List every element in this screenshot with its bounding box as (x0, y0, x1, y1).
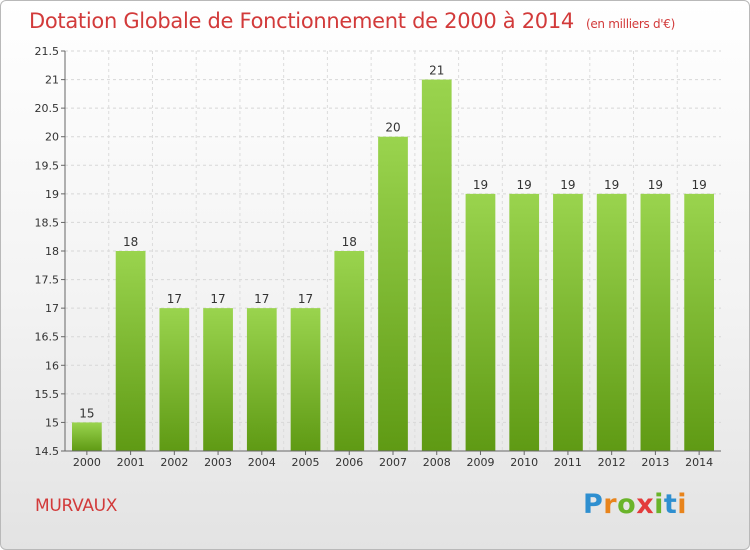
proxiti-logo[interactable]: Proxiti (583, 489, 687, 520)
bar-2007 (378, 136, 408, 451)
bar-2011 (553, 193, 583, 451)
x-tick-label: 2013 (641, 456, 669, 469)
bars (71, 79, 715, 452)
x-tick-label: 2012 (598, 456, 626, 469)
logo-letter: P (583, 489, 604, 520)
logo-letter: i (677, 489, 688, 520)
x-tick-label: 2006 (335, 456, 363, 469)
y-tick-label: 19 (45, 188, 59, 201)
bar-2010 (509, 193, 540, 451)
logo-letter: i (654, 489, 664, 520)
y-tick-label: 15.5 (35, 388, 60, 401)
bar-2006 (334, 251, 365, 451)
x-tick-label: 2011 (554, 456, 582, 469)
data-label: 20 (385, 121, 400, 135)
bar-2000 (71, 422, 102, 451)
bar-2012 (596, 193, 627, 451)
y-tick-label: 21 (45, 74, 59, 87)
bar-2013 (640, 193, 671, 451)
x-tick-label: 2005 (292, 456, 320, 469)
logo-letter: x (636, 489, 655, 520)
logo-letter: r (603, 489, 618, 520)
data-label: 21 (429, 64, 444, 78)
x-tick-label: 2007 (379, 456, 407, 469)
bar-2003 (203, 308, 233, 451)
bar-2004 (246, 308, 277, 451)
bar-2002 (159, 308, 190, 451)
data-label: 19 (517, 178, 532, 192)
x-tick-label: 2008 (423, 456, 451, 469)
data-label: 17 (210, 292, 225, 306)
logo-letter: o (617, 489, 637, 520)
y-tick-label: 20.5 (35, 102, 60, 115)
place-name: MURVAUX (35, 496, 118, 516)
data-label: 18 (342, 235, 357, 249)
labels: 14.5 15 15.5 16 16.5 17 17.5 18 18.5 19 19.5 20 20.5… (35, 45, 714, 469)
chart-subtitle: (en milliers d'€) (585, 17, 675, 31)
chart-title: Dotation Globale de Fonctionnement de 20… (29, 9, 675, 33)
y-tick-label: 17 (45, 302, 59, 315)
bar-2001 (115, 251, 146, 451)
x-tick-label: 2009 (466, 456, 494, 469)
y-tick-label: 18 (45, 245, 59, 258)
bar-2014 (684, 193, 715, 451)
y-tick-label: 16 (45, 359, 59, 372)
data-label: 17 (298, 292, 313, 306)
x-tick-label: 2002 (160, 456, 188, 469)
data-label: 15 (79, 406, 94, 420)
data-label: 19 (560, 178, 575, 192)
x-tick-label: 2014 (685, 456, 713, 469)
x-tick-label: 2003 (204, 456, 232, 469)
y-tick-label: 17.5 (35, 274, 60, 287)
chart-title-text: Dotation Globale de Fonctionnement de 20… (29, 9, 574, 33)
x-tick-label: 2010 (510, 456, 538, 469)
data-label: 17 (254, 292, 269, 306)
x-tick-label: 2000 (73, 456, 101, 469)
bar-2009 (465, 193, 496, 451)
logo-letter: t (663, 489, 678, 520)
y-tick-label: 18.5 (35, 216, 60, 229)
data-label: 19 (648, 178, 663, 192)
data-label: 19 (691, 178, 706, 192)
y-tick-label: 20 (45, 131, 59, 144)
y-tick-label: 19.5 (35, 159, 60, 172)
data-label: 19 (473, 178, 488, 192)
x-tick-label: 2001 (117, 456, 145, 469)
data-label: 19 (604, 178, 619, 192)
y-tick-label: 14.5 (35, 445, 60, 458)
y-tick-label: 15 (45, 416, 59, 429)
data-label: 18 (123, 235, 138, 249)
y-tick-label: 16.5 (35, 331, 60, 344)
y-tick-label: 21.5 (35, 45, 60, 58)
x-tick-label: 2004 (248, 456, 276, 469)
axes (61, 50, 721, 455)
bar-2005 (290, 308, 321, 451)
bar-2008 (421, 79, 452, 452)
data-label: 17 (167, 292, 182, 306)
